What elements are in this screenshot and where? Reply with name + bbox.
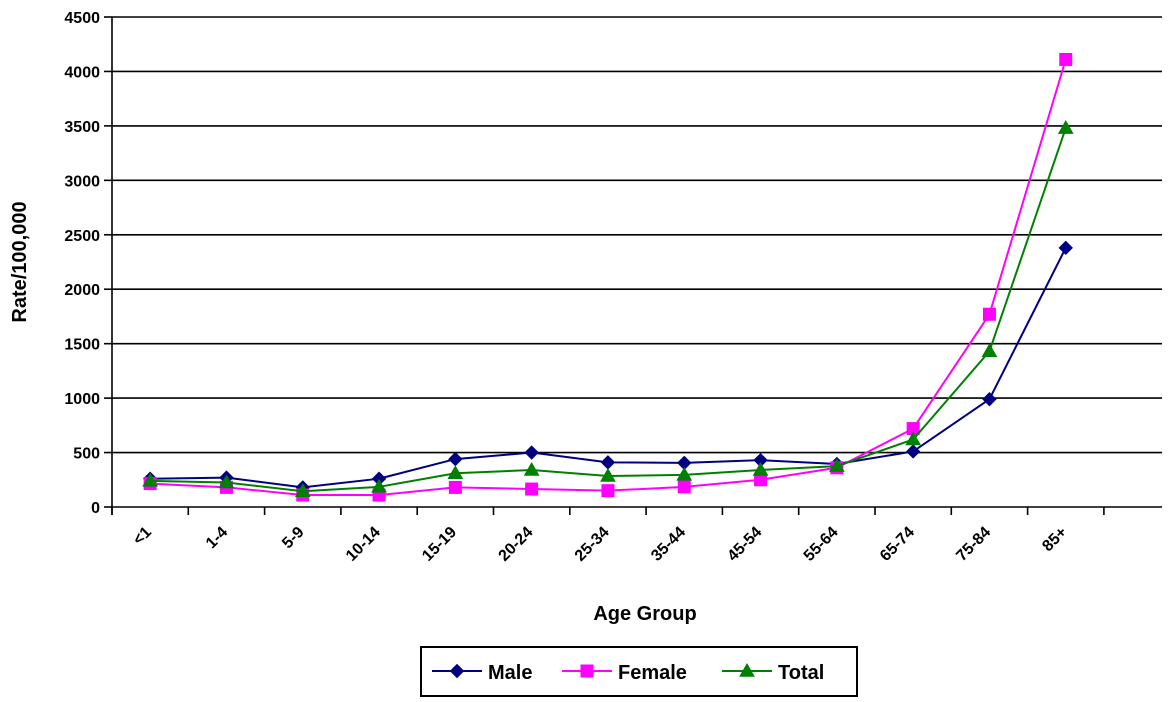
series-total xyxy=(142,120,1074,497)
legend-items: Male Female Total xyxy=(432,662,824,684)
female-point xyxy=(677,480,691,494)
x-tick-label: 20-24 xyxy=(496,524,537,565)
total-point xyxy=(828,458,845,472)
male-point xyxy=(982,391,997,407)
y-tick-label: 4500 xyxy=(64,10,100,27)
y-tick-label: 3500 xyxy=(64,119,100,136)
female-point xyxy=(982,307,996,321)
legend-box xyxy=(420,646,858,697)
total-point xyxy=(981,343,998,358)
x-tick-label: 85+ xyxy=(1039,524,1070,555)
x-tick-label: 75-84 xyxy=(953,524,994,565)
x-tick-label: 10-14 xyxy=(343,524,384,565)
legend-marker-female xyxy=(580,664,594,678)
legend-label-female: Female xyxy=(618,662,687,684)
y-tick-label: 0 xyxy=(91,500,100,517)
y-tick-label: 1000 xyxy=(64,391,100,408)
x-tick-label: 25-34 xyxy=(572,524,613,565)
y-tick-label: 1500 xyxy=(64,337,100,354)
series-female xyxy=(143,52,1073,502)
y-tick-label: 500 xyxy=(73,446,100,463)
series-group xyxy=(142,52,1074,502)
y-tick-label: 4000 xyxy=(64,64,100,81)
total-point xyxy=(752,461,769,476)
total-point xyxy=(142,472,159,487)
female-point xyxy=(448,480,462,494)
total-point xyxy=(600,467,616,482)
male-point xyxy=(524,445,539,460)
male-point xyxy=(1058,240,1073,256)
x-axis-ticks: <1 1-4 5-9 10-14 15-19 20-24 25-34 35-44 45-54 55… xyxy=(111,507,1105,565)
legend-item-female: Female xyxy=(562,662,687,684)
male-point xyxy=(600,455,616,470)
total-point xyxy=(447,465,464,479)
x-tick-label: 1-4 xyxy=(203,524,231,552)
female-point xyxy=(601,484,615,498)
x-tick-label: 45-54 xyxy=(724,524,765,565)
y-tick-label: 2500 xyxy=(64,228,100,245)
y-axis-title: Rate/100,000 xyxy=(9,201,31,322)
series-line-female xyxy=(150,59,1067,497)
y-axis-ticks: 0 500 1000 1500 2000 2500 3000 3500 4000 4500 xyxy=(64,10,112,517)
total-point xyxy=(905,431,922,446)
legend-label-male: Male xyxy=(488,662,532,684)
legend-label-total: Total xyxy=(778,662,824,684)
legend: Male Female Total xyxy=(420,646,858,697)
legend-item-total: Total xyxy=(722,662,824,684)
legend-marker-total xyxy=(739,662,755,677)
female-point xyxy=(525,482,539,496)
gridlines xyxy=(112,16,1162,454)
x-tick-label: <1 xyxy=(130,524,155,549)
x-tick-label: 15-19 xyxy=(419,524,460,565)
series-line-male xyxy=(150,247,1067,489)
y-tick-label: 2000 xyxy=(64,282,100,299)
x-tick-label: 35-44 xyxy=(648,524,689,565)
male-point xyxy=(448,451,463,467)
x-tick-label: 55-64 xyxy=(801,524,842,565)
x-tick-label: 65-74 xyxy=(877,524,918,565)
legend-marker-male xyxy=(449,663,465,679)
axes xyxy=(111,17,1162,515)
series-male xyxy=(142,240,1073,495)
x-tick-label: 5-9 xyxy=(279,524,307,552)
total-point xyxy=(1057,120,1074,134)
x-axis-title: Age Group xyxy=(593,603,696,625)
total-point xyxy=(371,478,387,493)
total-point xyxy=(523,461,540,476)
total-point xyxy=(294,483,311,497)
y-tick-label: 3000 xyxy=(64,173,100,190)
total-point xyxy=(218,474,235,489)
male-point xyxy=(905,444,921,459)
total-point xyxy=(676,466,693,481)
female-point xyxy=(1059,52,1073,66)
series-line-total xyxy=(150,127,1067,493)
legend-item-male: Male xyxy=(432,662,532,684)
